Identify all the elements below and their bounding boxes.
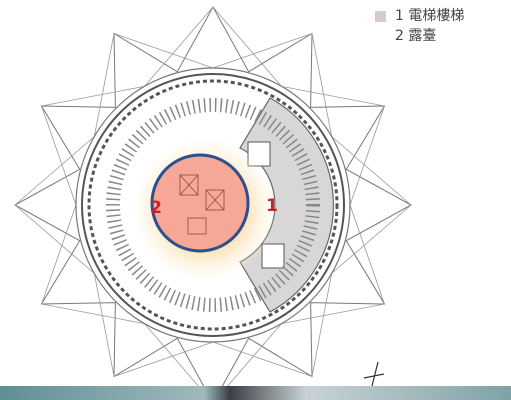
spike-line bbox=[41, 303, 145, 325]
legend-item: 1 電梯樓梯 bbox=[375, 6, 464, 26]
photo-strip bbox=[0, 386, 511, 400]
area-label: 2 bbox=[150, 198, 162, 218]
spike-line bbox=[93, 273, 115, 377]
terrace-grid bbox=[179, 174, 225, 235]
legend-label: 2 露臺 bbox=[395, 28, 437, 44]
ring bbox=[81, 73, 345, 337]
spike-line bbox=[113, 341, 214, 377]
spike-line bbox=[311, 33, 333, 137]
spike-line bbox=[212, 341, 313, 377]
legend-label: 1 電梯樓梯 bbox=[395, 8, 465, 24]
spike-line bbox=[93, 33, 115, 137]
spike-line bbox=[41, 85, 145, 107]
spike-line bbox=[144, 6, 214, 87]
area-label: 1 bbox=[266, 196, 278, 216]
star-outline bbox=[13, 5, 413, 400]
spike-line bbox=[281, 85, 385, 107]
legend-item: 2 露臺 bbox=[375, 26, 464, 46]
spike-line bbox=[331, 204, 412, 274]
spike-line bbox=[212, 33, 313, 69]
spike-line bbox=[349, 105, 385, 206]
terrace bbox=[150, 153, 250, 253]
legend: 1 電梯樓梯 2 露臺 bbox=[375, 6, 464, 46]
ring-columns bbox=[87, 79, 339, 331]
spike-line bbox=[41, 105, 77, 206]
spike-line bbox=[281, 303, 385, 325]
elevator bbox=[261, 243, 285, 269]
spike-line bbox=[113, 33, 214, 69]
spike-line bbox=[41, 204, 77, 305]
north-arrow bbox=[363, 361, 385, 387]
stair-ring bbox=[106, 98, 320, 312]
spike-line bbox=[14, 136, 95, 206]
spike-line bbox=[331, 136, 412, 206]
spike-line bbox=[14, 204, 95, 274]
spike-line bbox=[212, 6, 282, 87]
spike-line bbox=[311, 273, 333, 377]
legend-swatch bbox=[375, 10, 386, 22]
spike-line bbox=[349, 204, 385, 305]
